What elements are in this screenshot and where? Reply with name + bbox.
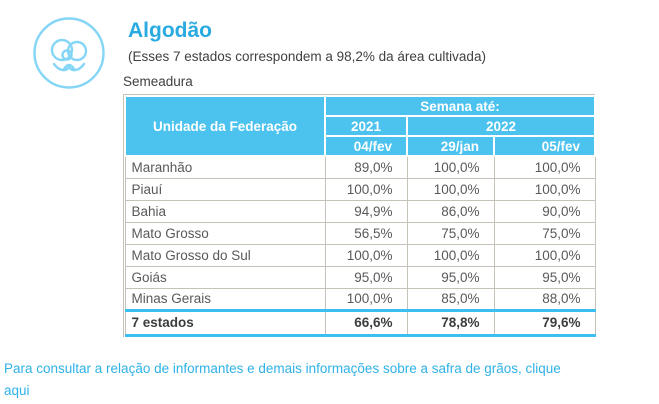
value-cell: 100,0% xyxy=(406,177,495,201)
col-header-year-2022: 2022 xyxy=(405,115,597,137)
informants-info-link-line1[interactable]: Para consultar a relação de informantes … xyxy=(4,361,561,376)
value-cell: 94,9% xyxy=(324,199,408,223)
value-cell: 100,0% xyxy=(324,177,408,201)
semeadura-table: Unidade da Federação Semana até: 2021 20… xyxy=(123,94,597,337)
col-header-federation-unit: Unidade da Federação xyxy=(124,95,326,157)
value-cell: 89,0% xyxy=(324,155,408,179)
state-name: Piauí xyxy=(124,177,326,201)
table-row: Minas Gerais 100,0% 85,0% 88,0% xyxy=(124,287,596,311)
value-cell: 100,0% xyxy=(324,243,408,267)
coverage-note: (Esses 7 estados correspondem a 98,2% da… xyxy=(128,49,486,64)
table-header-row-week: Unidade da Federação Semana até: xyxy=(124,95,597,157)
col-header-date-29jan: 29/jan xyxy=(406,135,495,157)
total-label: 7 estados xyxy=(124,308,326,337)
col-header-year-2021: 2021 xyxy=(324,115,408,137)
value-cell: 100,0% xyxy=(493,243,596,267)
state-name: Minas Gerais xyxy=(124,287,326,311)
table-header-row-years: 2021 2022 xyxy=(125,115,597,137)
page-title: Algodão xyxy=(128,19,212,42)
col-header-date-04fev: 04/fev xyxy=(324,135,408,157)
state-name: Goiás xyxy=(124,265,326,289)
value-cell: 86,0% xyxy=(406,199,495,223)
cotton-icon xyxy=(31,15,107,91)
table-row: Piauí 100,0% 100,0% 100,0% xyxy=(124,177,596,201)
value-cell: 100,0% xyxy=(406,243,495,267)
state-name: Mato Grosso xyxy=(124,221,326,245)
value-cell: 100,0% xyxy=(493,177,596,201)
value-cell: 100,0% xyxy=(493,155,596,179)
table-row: Mato Grosso 56,5% 75,0% 75,0% xyxy=(124,221,596,245)
section-label-semeadura: Semeadura xyxy=(123,74,193,89)
value-cell: 95,0% xyxy=(493,265,596,289)
table-row: Goiás 95,0% 95,0% 95,0% xyxy=(124,265,596,289)
total-value: 79,6% xyxy=(493,308,596,337)
value-cell: 88,0% xyxy=(493,287,596,311)
table-header-row-dates: 04/fev 29/jan 05/fev xyxy=(125,135,597,157)
total-value: 66,6% xyxy=(324,308,408,337)
state-name: Bahia xyxy=(124,199,326,223)
col-header-week-until: Semana até: xyxy=(323,95,597,117)
state-name: Mato Grosso do Sul xyxy=(124,243,326,267)
state-name: Maranhão xyxy=(124,155,326,179)
informants-info-link[interactable]: Para consultar a relação de informantes … xyxy=(4,358,654,402)
col-header-date-05fev: 05/fev xyxy=(492,135,597,157)
total-value: 78,8% xyxy=(406,308,495,337)
table-row: Mato Grosso do Sul 100,0% 100,0% 100,0% xyxy=(124,243,596,267)
value-cell: 85,0% xyxy=(406,287,495,311)
value-cell: 75,0% xyxy=(406,221,495,245)
value-cell: 95,0% xyxy=(324,265,408,289)
table-row: Maranhão 89,0% 100,0% 100,0% xyxy=(124,155,596,179)
value-cell: 100,0% xyxy=(324,287,408,311)
value-cell: 100,0% xyxy=(406,155,495,179)
total-row: 7 estados 66,6% 78,8% 79,6% xyxy=(124,308,596,337)
informants-info-link-line2[interactable]: aqui xyxy=(4,383,30,398)
table-row: Bahia 94,9% 86,0% 90,0% xyxy=(124,199,596,223)
value-cell: 90,0% xyxy=(493,199,596,223)
value-cell: 95,0% xyxy=(406,265,495,289)
value-cell: 56,5% xyxy=(324,221,408,245)
value-cell: 75,0% xyxy=(493,221,596,245)
